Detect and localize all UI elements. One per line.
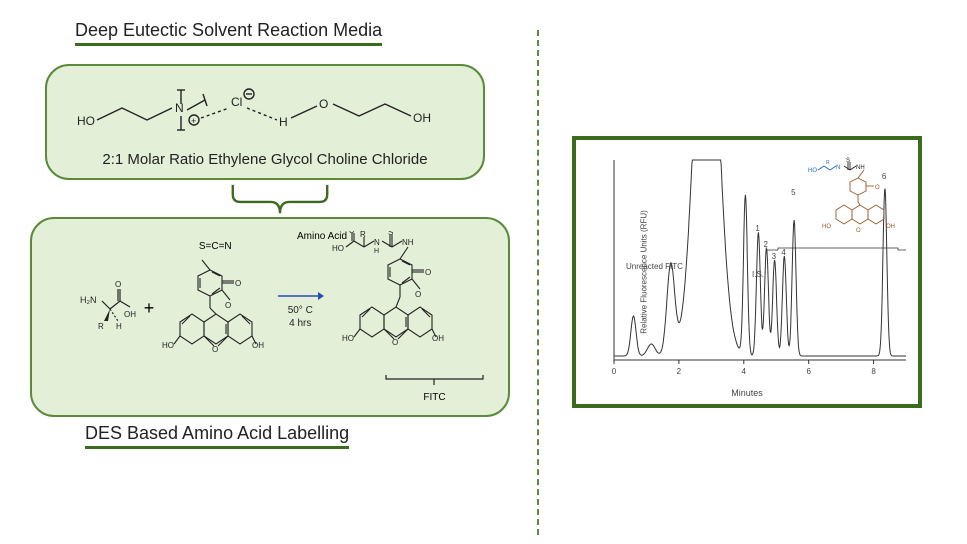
- svg-text:O: O: [856, 228, 861, 234]
- cond-time: 4 hrs: [289, 318, 311, 329]
- des-media-box: HO N + Cl: [45, 64, 485, 180]
- fitc-label: FITC: [382, 392, 487, 403]
- labelling-box: Amino Acid H₂N O OH: [30, 217, 510, 417]
- svg-text:H: H: [374, 248, 379, 255]
- svg-text:HO: HO: [822, 224, 831, 230]
- svg-text:O: O: [349, 231, 355, 235]
- plus-sign: +: [144, 298, 155, 319]
- svg-text:4: 4: [742, 367, 747, 376]
- left-panel: Deep Eutectic Solvent Reaction Media HO …: [30, 20, 519, 524]
- svg-text:R: R: [360, 231, 366, 239]
- svg-text:Cl: Cl: [231, 95, 242, 109]
- svg-text:0: 0: [612, 367, 617, 376]
- svg-text:HO: HO: [342, 334, 354, 343]
- svg-text:HO: HO: [162, 341, 174, 350]
- svg-text:S: S: [846, 158, 850, 164]
- svg-text:O: O: [115, 280, 121, 289]
- chromatogram-box: Relative Fluorescence Units (RFU) Minute…: [572, 136, 922, 408]
- svg-text:O: O: [875, 185, 880, 191]
- svg-text:O: O: [415, 290, 421, 299]
- svg-text:HO: HO: [808, 168, 817, 174]
- annot-unreacted: Unreacted FITC: [626, 262, 683, 271]
- svg-text:6: 6: [806, 367, 811, 376]
- svg-text:N: N: [175, 101, 184, 115]
- svg-text:OH: OH: [124, 310, 136, 319]
- peak-label-1: 1: [755, 224, 759, 233]
- chromatogram-plot: 0 2 4 6 8 HO R N: [576, 140, 918, 404]
- amino-acid-label: Amino Acid: [297, 231, 347, 242]
- svg-text:R: R: [98, 322, 104, 331]
- annot-is: I.S.: [752, 270, 764, 279]
- svg-text:R: R: [826, 160, 830, 166]
- svg-text:O: O: [319, 97, 328, 111]
- svg-text:OH: OH: [252, 341, 264, 350]
- fitc-bracket: FITC: [382, 373, 487, 403]
- product-conjugate: HO O R N H: [330, 231, 460, 386]
- svg-text:O: O: [425, 268, 431, 277]
- vertical-divider: [537, 30, 539, 535]
- svg-text:N: N: [836, 165, 840, 171]
- reactant-fitc: S=C=N O: [160, 241, 270, 377]
- des-structure: HO N + Cl: [67, 80, 467, 140]
- peak-label-5: 5: [791, 188, 795, 197]
- peak-label-2: 2: [763, 240, 767, 249]
- chrom-xlabel: Minutes: [731, 388, 763, 398]
- reactant-amino-acid: H₂N O OH R H: [80, 271, 138, 346]
- svg-text:+: +: [191, 116, 196, 126]
- svg-text:H: H: [116, 322, 122, 331]
- svg-text:8: 8: [871, 367, 876, 376]
- section-title-top: Deep Eutectic Solvent Reaction Media: [75, 20, 382, 46]
- svg-text:S: S: [388, 231, 393, 237]
- svg-text:OH: OH: [886, 224, 895, 230]
- reaction-row: H₂N O OH R H: [46, 231, 494, 386]
- peak-label-6: 6: [882, 172, 886, 181]
- svg-text:OH: OH: [413, 111, 431, 125]
- connector-bracket: [220, 183, 340, 217]
- right-panel: Relative Fluorescence Units (RFU) Minute…: [557, 20, 937, 524]
- svg-text:HO: HO: [332, 244, 344, 253]
- svg-text:O: O: [235, 279, 241, 288]
- des-caption: 2:1 Molar Ratio Ethylene Glycol Choline …: [67, 151, 463, 168]
- svg-text:O: O: [212, 345, 218, 354]
- svg-text:2: 2: [677, 367, 682, 376]
- reaction-arrow: 50° C 4 hrs: [276, 289, 324, 329]
- scn-label: S=C=N: [160, 241, 270, 252]
- svg-text:H₂N: H₂N: [80, 295, 97, 305]
- peak-label-4: 4: [781, 248, 785, 257]
- peak-label-3: 3: [772, 252, 776, 261]
- chrom-ylabel: Relative Fluorescence Units (RFU): [639, 210, 648, 334]
- svg-text:N: N: [374, 238, 380, 247]
- svg-text:HO: HO: [77, 114, 95, 128]
- svg-text:O: O: [392, 338, 398, 347]
- svg-text:O: O: [225, 301, 231, 310]
- svg-text:H: H: [279, 115, 288, 129]
- section-title-bottom: DES Based Amino Acid Labelling: [85, 423, 349, 449]
- svg-text:NH: NH: [402, 238, 414, 247]
- svg-text:OH: OH: [432, 334, 444, 343]
- cond-temp: 50° C: [288, 305, 313, 316]
